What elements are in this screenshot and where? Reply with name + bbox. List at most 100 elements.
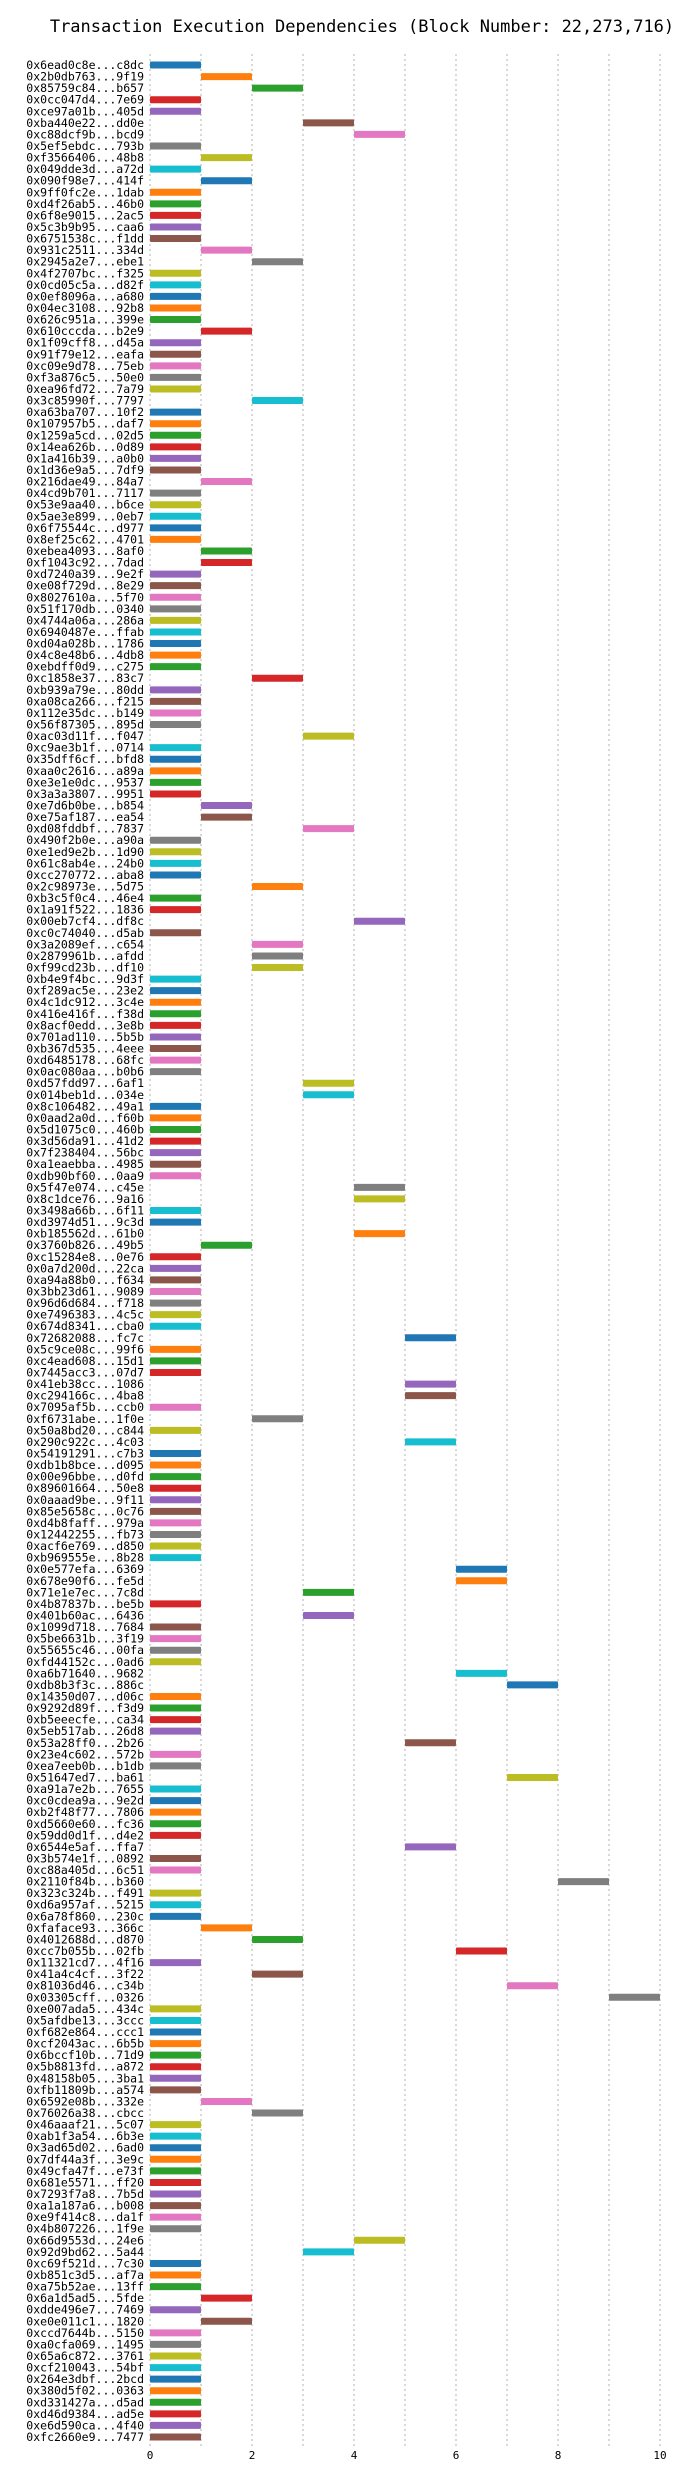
transaction-bar — [150, 535, 201, 543]
transaction-bar — [201, 154, 252, 162]
transaction-bar — [405, 1392, 456, 1400]
transaction-bar — [405, 1739, 456, 1747]
transaction-bar — [150, 1126, 201, 1134]
transaction-bar — [150, 686, 201, 694]
transaction-label: 0x6bccf10b...71d9 — [26, 2048, 144, 2062]
transaction-bar — [405, 1438, 456, 1446]
transaction-bar — [252, 964, 303, 972]
transaction-bar — [150, 107, 201, 115]
transaction-label: 0x5eb517ab...26d8 — [26, 1724, 144, 1738]
transaction-bar — [150, 2271, 201, 2279]
transaction-bar — [150, 420, 201, 428]
transaction-label: 0xfd44152c...0ad6 — [26, 1655, 144, 1669]
transaction-label: 0xd4f26ab5...46b0 — [26, 197, 144, 211]
transaction-label: 0xa75b52ae...13ff — [26, 2280, 144, 2294]
transaction-bar — [150, 96, 201, 104]
transaction-label: 0x4f2707bc...f325 — [26, 266, 144, 280]
transaction-bar — [150, 1646, 201, 1654]
transaction-bar — [252, 674, 303, 682]
transaction-label: 0x71e1e7ec...7c8d — [26, 1585, 144, 1599]
transaction-label: 0xebdff0d9...c275 — [26, 660, 144, 674]
transaction-bar — [150, 1473, 201, 1481]
transaction-label: 0xa1a187a6...b008 — [26, 2199, 144, 2213]
transaction-label: 0xb2f48f77...7806 — [26, 1805, 144, 1819]
transaction-bar — [150, 2421, 201, 2429]
transaction-label: 0xc294166c...4ba8 — [26, 1389, 144, 1403]
transaction-bar — [354, 1195, 405, 1203]
transaction-label: 0xa08ca266...f215 — [26, 694, 144, 708]
grid-lines — [149, 54, 661, 2446]
transaction-bar — [150, 1276, 201, 1284]
transaction-bar — [150, 1461, 201, 1469]
transaction-bar — [201, 2097, 252, 2105]
transaction-label: 0xccd7644b...5150 — [26, 2326, 144, 2340]
transaction-bar — [150, 1449, 201, 1457]
transaction-label: 0xa94a88b0...f634 — [26, 1273, 144, 1287]
transaction-bar — [150, 2051, 201, 2059]
transaction-label: 0x9ff0fc2e...1dab — [26, 185, 144, 199]
transaction-bar — [150, 1299, 201, 1307]
transaction-label: 0xfaface93...366c — [26, 1921, 144, 1935]
transaction-bar — [150, 2144, 201, 2152]
transaction-bar — [150, 524, 201, 532]
transaction-bar — [150, 651, 201, 659]
transaction-label: 0x66d9553d...24e6 — [26, 2233, 144, 2247]
transaction-bar — [303, 825, 354, 833]
transaction-label: 0xea7eeb0b...b1db — [26, 1759, 144, 1773]
transaction-label: 0x112e35dc...b149 — [26, 706, 144, 720]
transaction-bar — [201, 802, 252, 810]
transaction-bar — [150, 2167, 201, 2175]
transaction-label: 0x678e90f6...fe5d — [26, 1574, 144, 1588]
transaction-label: 0x6a1d5ad5...5fde — [26, 2291, 144, 2305]
transaction-label: 0x1099d718...7684 — [26, 1620, 144, 1634]
transaction-bar — [150, 1368, 201, 1376]
transaction-label: 0xa0cfa069...1495 — [26, 2337, 144, 2351]
transaction-bar — [150, 1866, 201, 1874]
x-tick-label: 0 — [147, 2449, 154, 2462]
transaction-bar — [150, 2016, 201, 2024]
transaction-label: 0x610cccda...b2e9 — [26, 324, 144, 338]
transaction-bar — [150, 1762, 201, 1770]
transaction-bar — [201, 177, 252, 185]
transaction-bar — [150, 1345, 201, 1353]
transaction-label: 0x3a2089ef...c654 — [26, 937, 144, 951]
transaction-label: 0xd3974d51...9c3d — [26, 1215, 144, 1229]
transaction-bar — [150, 373, 201, 381]
transaction-label: 0xb5eeecfe...ca34 — [26, 1713, 144, 1727]
transaction-label: 0x6ead0c8e...c8dc — [26, 58, 144, 72]
transaction-label: 0x0e577efa...6369 — [26, 1562, 144, 1576]
transaction-label: 0x55655c46...00fa — [26, 1643, 144, 1657]
transaction-label: 0x6f75544c...d977 — [26, 521, 144, 535]
transaction-bar — [150, 593, 201, 601]
transaction-bar — [150, 339, 201, 347]
transaction-label: 0xe1ed9e2b...1d90 — [26, 845, 144, 859]
transaction-bar — [507, 1982, 558, 1990]
transaction-bar — [303, 2248, 354, 2256]
transaction-label: 0x50a8bd20...c844 — [26, 1423, 144, 1437]
transaction-bar — [150, 2398, 201, 2406]
transaction-bar — [150, 281, 201, 289]
transaction-label: 0xf3a876c5...50e0 — [26, 370, 144, 384]
transaction-bar — [150, 2340, 201, 2348]
transaction-bar — [150, 1207, 201, 1215]
transaction-bar — [456, 1565, 507, 1573]
transaction-bar — [150, 1507, 201, 1515]
transaction-bar — [150, 2329, 201, 2337]
transaction-bars — [150, 61, 660, 2441]
transaction-label: 0x7095af5b...ccb0 — [26, 1400, 144, 1414]
transaction-bar — [150, 1033, 201, 1041]
transaction-label: 0x4012688d...d870 — [26, 1932, 144, 1946]
transaction-label: 0x00e96bbe...d0fd — [26, 1470, 144, 1484]
transaction-label: 0x14350d07...d06c — [26, 1689, 144, 1703]
transaction-label: 0xdb1b8bce...d095 — [26, 1458, 144, 1472]
transaction-label: 0xe9f414c8...da1f — [26, 2210, 144, 2224]
transaction-label: 0xdb8b3f3c...886c — [26, 1678, 144, 1692]
transaction-label: 0xe7d6b0be...b854 — [26, 799, 144, 813]
transaction-bar — [252, 940, 303, 948]
transaction-label: 0x3d56da91...41d2 — [26, 1134, 144, 1148]
transaction-bar — [150, 362, 201, 370]
transaction-bar — [150, 1554, 201, 1562]
transaction-bar — [150, 1137, 201, 1145]
transaction-label: 0x4744a06a...286a — [26, 613, 144, 627]
transaction-bar — [150, 2283, 201, 2291]
